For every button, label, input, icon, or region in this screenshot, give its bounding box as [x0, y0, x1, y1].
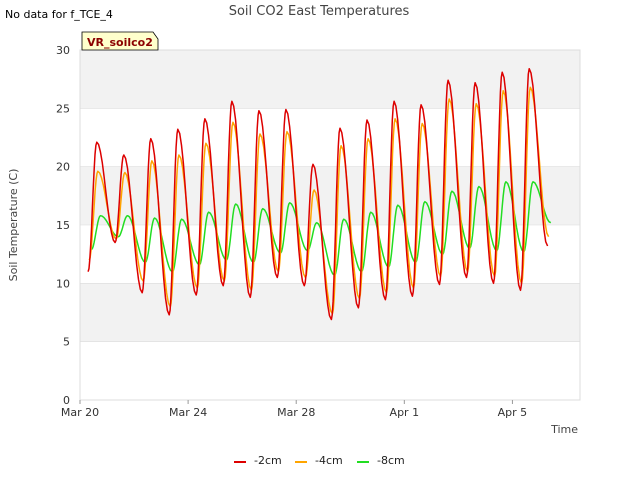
x-tick-label: Mar 24	[169, 406, 207, 419]
x-axis-label: Time	[550, 423, 578, 436]
x-tick-label: Mar 20	[61, 406, 99, 419]
y-tick-label: 0	[63, 394, 70, 407]
legend-label: -2cm	[254, 454, 282, 467]
y-tick-label: 20	[56, 161, 70, 174]
legend-label: -8cm	[377, 454, 405, 467]
station-badge: VR_soilco2	[81, 31, 159, 51]
y-axis-label: Soil Temperature (C)	[7, 169, 20, 282]
x-tick-label: Apr 1	[390, 406, 420, 419]
badge-label: VR_soilco2	[87, 36, 153, 49]
series-layer	[87, 67, 552, 321]
chart-title: Soil CO2 East Temperatures	[229, 4, 410, 19]
series-line-minus2cm	[87, 67, 549, 321]
legend: -2cm -4cm -8cm	[234, 454, 405, 467]
series-line-minus8cm	[90, 181, 552, 276]
background-bands	[80, 49, 580, 401]
series-line-minus4cm	[88, 86, 550, 315]
badge-box	[81, 31, 159, 51]
x-tick-label: Mar 28	[277, 406, 315, 419]
x-tick-label: Apr 5	[498, 406, 528, 419]
y-tick-label: 25	[56, 102, 70, 115]
background-band	[80, 283, 580, 342]
y-tick-label: 15	[56, 219, 70, 232]
y-axis-ticks: 0 5 10 15 20 25 30	[56, 44, 70, 407]
background-band	[80, 50, 580, 109]
x-axis-ticks: Mar 20 Mar 24 Mar 28 Apr 1 Apr 5	[61, 400, 527, 419]
plot-frame	[79, 49, 581, 401]
no-data-note: No data for f_TCE_4	[5, 8, 113, 21]
y-tick-label: 10	[56, 277, 70, 290]
legend-label: -4cm	[315, 454, 343, 467]
y-tick-label: 5	[63, 336, 70, 349]
y-tick-label: 30	[56, 44, 70, 57]
